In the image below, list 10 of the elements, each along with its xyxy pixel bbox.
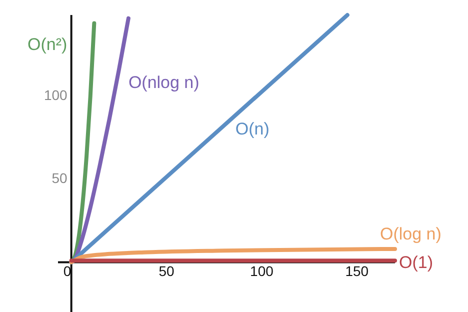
series-label: O(n²)	[28, 34, 68, 54]
series-label: O(1)	[399, 253, 433, 272]
series-label: O(n)	[235, 119, 270, 138]
line-series	[69, 246, 397, 264]
x-tick-label: 0	[63, 263, 72, 280]
x-tick-label: 50	[158, 263, 175, 280]
series-label: O(log n)	[380, 224, 442, 244]
x-tick-label: 100	[250, 263, 274, 280]
x-tick-label: 150	[345, 263, 369, 280]
series-label: O(nlog n)	[128, 72, 200, 92]
